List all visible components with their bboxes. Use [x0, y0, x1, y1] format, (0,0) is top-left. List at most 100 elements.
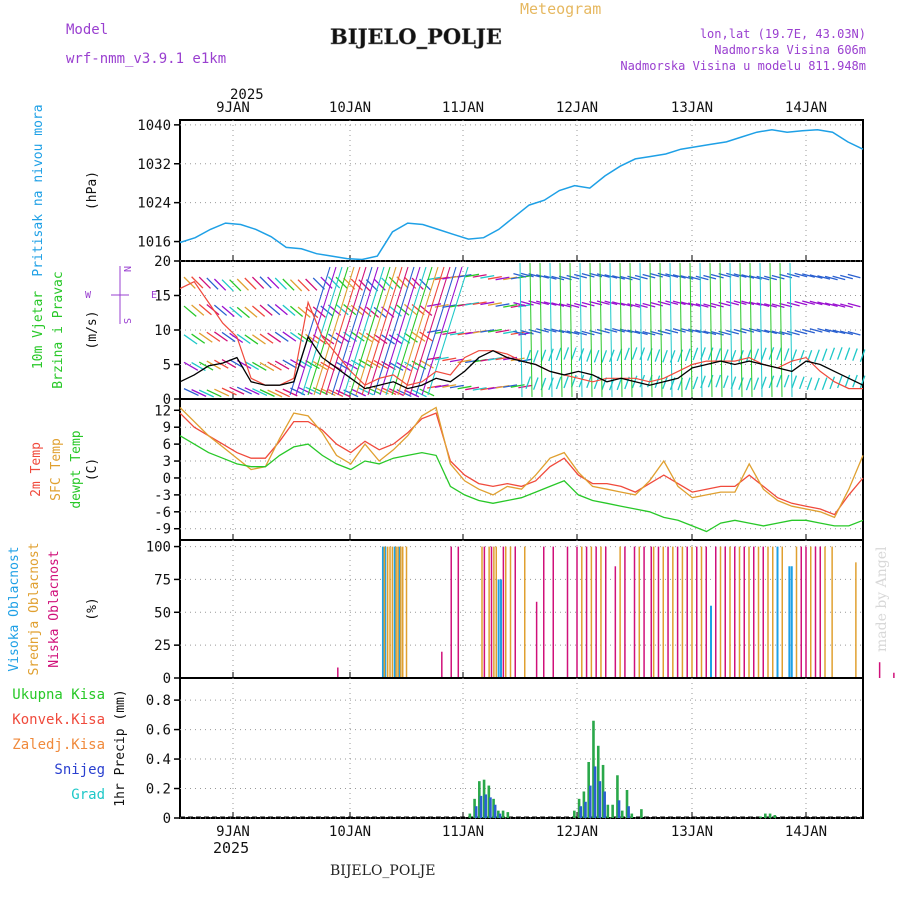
compass-west: W	[85, 290, 92, 301]
wind-arrow	[379, 266, 421, 396]
wind-arrow	[206, 277, 219, 290]
bottom-date-labels: 9JAN 10JAN 11JAN 12JAN 13JAN 14JAN	[216, 824, 827, 840]
wind-arrow	[566, 274, 580, 280]
wind-arrow	[307, 266, 349, 396]
wind-arrow	[449, 331, 464, 336]
y-tick-label: 1016	[137, 235, 171, 251]
panel-frame	[179, 539, 864, 679]
precip-bar	[582, 791, 586, 818]
y-tick-label: 1024	[137, 196, 171, 212]
top-date-label: 9JAN	[216, 100, 250, 116]
wind-arrow	[715, 348, 722, 361]
wind-arrow	[236, 306, 250, 319]
wind-compass: N S W E	[85, 266, 157, 324]
wind-arrow	[519, 262, 523, 398]
wind-arrow	[634, 303, 648, 308]
wind-arrow	[756, 275, 770, 281]
wind-arrow	[710, 302, 724, 308]
wind-arrow	[244, 334, 259, 345]
wind-arrow	[183, 305, 197, 317]
wind-arrow	[513, 301, 527, 307]
wind-arrow	[791, 349, 798, 362]
wind-arrow	[305, 386, 321, 395]
precip-bar	[497, 810, 500, 818]
y-tick-label: -6	[154, 505, 171, 521]
wind-arrow	[282, 278, 295, 291]
y-tick-label: 6	[163, 437, 171, 453]
wind-arrow	[259, 304, 273, 316]
wind-arrow	[786, 330, 800, 336]
panel-title: Niska Oblacnost	[47, 550, 62, 667]
wind-arrow	[331, 266, 373, 396]
y-tick-label: 0.8	[146, 693, 171, 709]
y-tick-label: 0.4	[146, 752, 171, 768]
wind-arrow	[689, 262, 693, 398]
watermark: made by Angel	[874, 546, 890, 652]
wind-arrow	[847, 302, 861, 308]
wind-arrow	[312, 360, 328, 371]
panel-frame	[179, 398, 864, 541]
precip-bar	[592, 720, 595, 818]
wind-arrow	[214, 331, 228, 342]
wind-arrow	[662, 376, 668, 390]
precip-bar	[487, 785, 491, 818]
wind-arrow	[434, 384, 449, 388]
bottom-date-label: 12JAN	[556, 824, 598, 840]
wind-arrow	[726, 272, 739, 278]
precip-bar	[484, 794, 487, 818]
panel-title: dewpt Temp	[69, 430, 84, 508]
wind-arrow	[821, 377, 828, 391]
wind-arrow	[665, 300, 679, 306]
wind-arrow	[328, 333, 342, 344]
wind-arrow	[817, 275, 831, 280]
bottom-year-label: 2025	[213, 839, 249, 857]
y-tick-label: 0	[163, 471, 171, 487]
wind-arrow	[427, 356, 442, 361]
wind-arrow	[358, 279, 371, 292]
wind-arrow	[457, 359, 472, 364]
wind-arrow	[198, 389, 214, 398]
wind-arrow	[267, 276, 280, 289]
wind-arrow	[665, 328, 679, 334]
precip-bar	[492, 798, 495, 818]
wind-arrow	[672, 300, 686, 306]
wind-arrow	[555, 347, 562, 361]
wind-arrow	[442, 331, 457, 336]
precip-bar	[768, 813, 772, 818]
wind-arrow	[692, 347, 699, 361]
wind-arrow	[631, 347, 638, 360]
compass-south: S	[121, 318, 132, 324]
wind-arrow	[844, 374, 851, 388]
wind-arrow	[388, 334, 403, 345]
wind-arrow	[191, 304, 205, 316]
bottom-date-label: 10JAN	[329, 824, 371, 840]
wind-arrow	[794, 300, 808, 306]
precip-bar	[611, 804, 614, 818]
wind-arrow	[566, 330, 580, 336]
wind-arrow	[581, 301, 595, 307]
wind-arrow	[183, 276, 196, 289]
wind-arrow	[769, 262, 773, 398]
wind-arrow	[798, 349, 805, 363]
wind-arrow	[244, 277, 257, 290]
wind-arrow	[419, 331, 434, 342]
wind-arrow	[771, 303, 785, 308]
wind-arrow	[198, 276, 211, 289]
wind-arrow	[411, 277, 424, 290]
wind-arrow	[817, 328, 831, 333]
precip-bar	[493, 804, 497, 818]
wind-arrow	[274, 331, 289, 342]
wind-arrow	[343, 266, 385, 396]
wind-arrow	[282, 359, 297, 369]
precip-bar	[596, 745, 600, 818]
wind-arrow	[528, 273, 542, 278]
wind-arrow	[596, 328, 610, 334]
y-tick-label: 1040	[137, 118, 171, 134]
wind-arrow	[719, 262, 723, 398]
wind-arrow	[487, 328, 502, 333]
y-axis-label: (m/s)	[85, 310, 100, 349]
wind-arrow	[551, 328, 565, 334]
precip-bar	[627, 806, 630, 818]
wind-arrow	[824, 302, 838, 308]
wind-arrow	[267, 389, 283, 398]
